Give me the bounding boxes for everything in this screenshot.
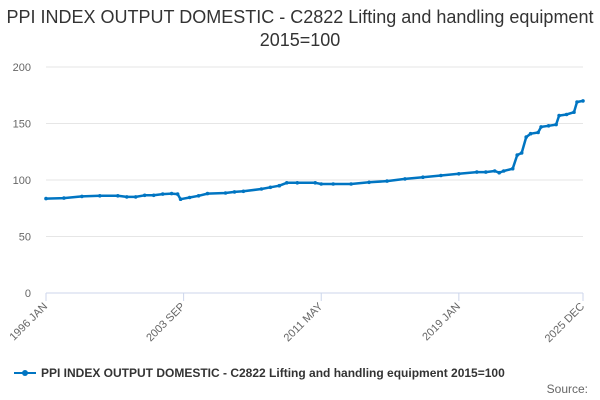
y-tick-label: 50 xyxy=(19,232,31,244)
data-point[interactable] xyxy=(403,177,407,181)
data-point[interactable] xyxy=(554,122,558,127)
x-tick-label: 2003 SEP xyxy=(144,301,188,345)
data-point[interactable] xyxy=(519,151,524,155)
data-point[interactable] xyxy=(151,193,156,198)
y-tick-label: 150 xyxy=(13,119,31,131)
series-layer xyxy=(44,99,585,201)
data-point[interactable] xyxy=(295,181,300,185)
data-point[interactable] xyxy=(133,195,138,199)
data-point[interactable] xyxy=(572,110,576,114)
data-point[interactable] xyxy=(175,192,180,196)
chart-title: PPI INDEX OUTPUT DOMESTIC - C2822 Liftin… xyxy=(6,7,594,50)
y-tick-label: 200 xyxy=(13,62,31,74)
data-point[interactable] xyxy=(313,181,318,185)
data-point[interactable] xyxy=(319,182,324,186)
data-point[interactable] xyxy=(528,131,533,136)
data-point[interactable] xyxy=(367,180,371,185)
data-point[interactable] xyxy=(44,196,48,201)
data-point[interactable] xyxy=(457,172,461,176)
data-point[interactable] xyxy=(116,194,120,198)
x-tick-label: 2019 JAN xyxy=(420,301,463,344)
data-point[interactable] xyxy=(285,181,289,185)
data-point[interactable] xyxy=(241,189,246,194)
data-point[interactable] xyxy=(497,170,502,175)
legend-label: PPI INDEX OUTPUT DOMESTIC - C2822 Liftin… xyxy=(41,366,505,380)
data-point[interactable] xyxy=(501,169,506,173)
data-point[interactable] xyxy=(349,182,353,186)
data-point[interactable] xyxy=(196,194,201,198)
data-point[interactable] xyxy=(575,100,579,104)
data-point[interactable] xyxy=(524,135,528,139)
data-point[interactable] xyxy=(62,196,66,200)
data-point[interactable] xyxy=(539,125,543,129)
data-point[interactable] xyxy=(232,190,237,194)
x-axis: 1996 JAN 2003 SEP 2011 MAY 2019 JAN 2025 DEC xyxy=(7,293,587,345)
data-point[interactable] xyxy=(169,191,174,196)
gridlines xyxy=(46,66,583,294)
data-point[interactable] xyxy=(475,170,479,174)
data-point[interactable] xyxy=(259,187,264,191)
data-point[interactable] xyxy=(268,185,273,190)
data-point[interactable] xyxy=(98,194,102,198)
data-point[interactable] xyxy=(205,191,210,196)
y-axis: 0 50 100 150 200 xyxy=(13,62,31,300)
data-point[interactable] xyxy=(80,194,84,199)
data-point[interactable] xyxy=(515,153,519,157)
data-point[interactable] xyxy=(223,191,228,195)
legend[interactable]: PPI INDEX OUTPUT DOMESTIC - C2822 Liftin… xyxy=(14,366,594,380)
data-point[interactable] xyxy=(421,175,425,179)
data-point[interactable] xyxy=(385,179,389,183)
data-point[interactable] xyxy=(557,113,561,118)
data-point[interactable] xyxy=(187,195,192,200)
data-point[interactable] xyxy=(484,170,488,174)
x-tick-label: 2011 MAY xyxy=(282,300,326,344)
x-tick-label: 1996 JAN xyxy=(7,301,50,344)
data-point[interactable] xyxy=(536,130,540,135)
data-point[interactable] xyxy=(160,192,165,196)
data-point[interactable] xyxy=(178,197,183,201)
data-point[interactable] xyxy=(546,124,551,128)
data-point[interactable] xyxy=(439,173,443,178)
x-tick-label: 2025 DEC xyxy=(543,301,587,345)
source-label: Source: xyxy=(546,382,588,396)
data-point[interactable] xyxy=(277,183,282,188)
data-point[interactable] xyxy=(142,193,147,198)
y-tick-label: 0 xyxy=(25,288,31,300)
data-point[interactable] xyxy=(564,112,569,117)
y-tick-label: 100 xyxy=(13,175,31,187)
data-point[interactable] xyxy=(492,169,497,173)
legend-swatch xyxy=(14,367,36,379)
data-point[interactable] xyxy=(581,99,585,103)
data-point[interactable] xyxy=(510,166,515,171)
data-point[interactable] xyxy=(331,182,336,186)
data-point[interactable] xyxy=(125,195,129,199)
